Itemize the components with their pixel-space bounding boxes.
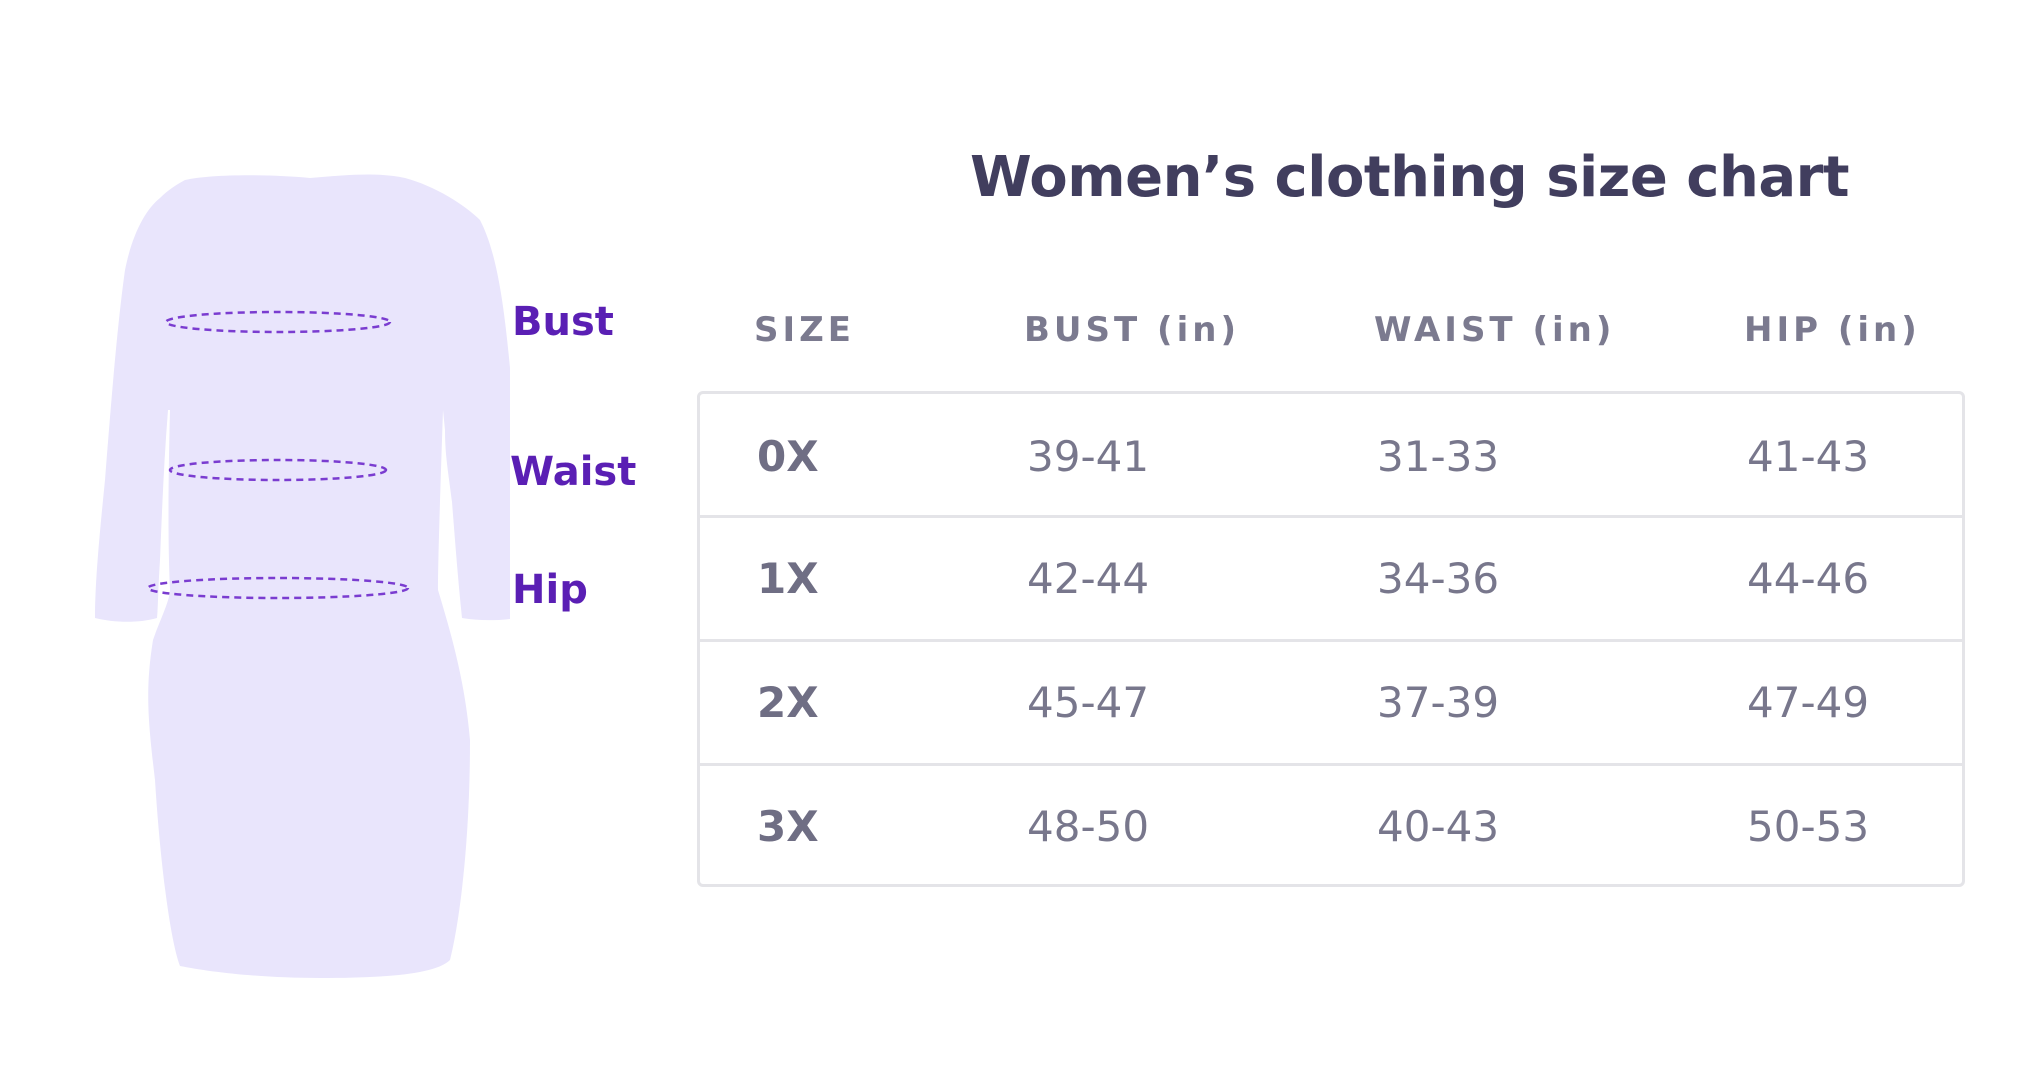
- hip-label: Hip: [512, 567, 588, 613]
- page-title: Women’s clothing size chart: [970, 145, 1850, 210]
- cell-size: 0X: [757, 431, 819, 481]
- cell-waist: 34-36: [1377, 554, 1500, 603]
- cell-bust: 48-50: [1027, 802, 1150, 851]
- column-header-waist: WAIST (in): [1374, 310, 1616, 350]
- cell-size: 1X: [757, 554, 819, 603]
- cell-waist: 37-39: [1377, 678, 1500, 727]
- column-header-bust: BUST (in): [1024, 310, 1240, 350]
- cell-size: 2X: [757, 678, 819, 727]
- cell-bust: 42-44: [1027, 554, 1150, 603]
- bust-label: Bust: [512, 299, 614, 345]
- column-header-size: SIZE: [754, 310, 856, 350]
- table-row: 1X 42-44 34-36 44-46: [700, 515, 1962, 639]
- cell-bust: 45-47: [1027, 678, 1150, 727]
- cell-hip: 50-53: [1747, 802, 1870, 851]
- waist-measure-line: [168, 458, 388, 482]
- cell-hip: 41-43: [1747, 431, 1870, 481]
- table-row: 0X 39-41 31-33 41-43: [700, 394, 1962, 518]
- cell-hip: 47-49: [1747, 678, 1870, 727]
- table-row: 3X 48-50 40-43 50-53: [700, 763, 1962, 887]
- cell-waist: 31-33: [1377, 431, 1500, 481]
- size-table: 0X 39-41 31-33 41-43 1X 42-44 34-36 44-4…: [697, 391, 1965, 887]
- dress-silhouette-icon: [60, 160, 510, 1000]
- bust-measure-line: [164, 310, 392, 334]
- cell-size: 3X: [757, 802, 819, 851]
- hip-measure-line: [146, 576, 410, 600]
- column-header-hip: HIP (in): [1744, 310, 1921, 350]
- table-row: 2X 45-47 37-39 47-49: [700, 639, 1962, 763]
- cell-waist: 40-43: [1377, 802, 1500, 851]
- dress-body: [95, 174, 510, 978]
- cell-hip: 44-46: [1747, 554, 1870, 603]
- cell-bust: 39-41: [1027, 431, 1150, 481]
- waist-label: Waist: [510, 449, 637, 495]
